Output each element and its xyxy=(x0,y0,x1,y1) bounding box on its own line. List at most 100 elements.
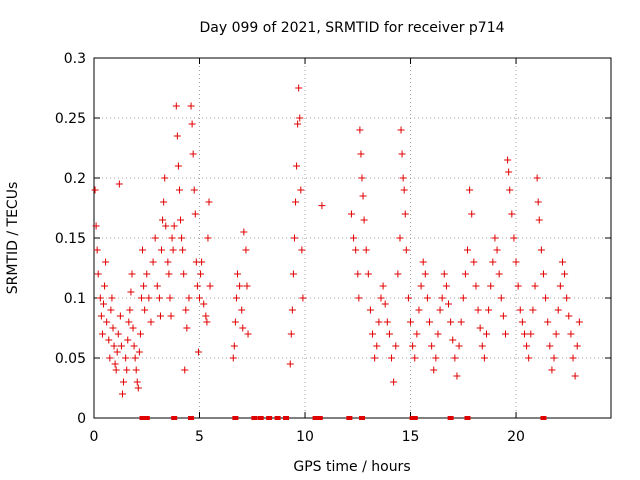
x-tick-label: 0 xyxy=(90,429,99,445)
data-point xyxy=(470,258,478,266)
data-point xyxy=(438,294,446,302)
data-point xyxy=(350,234,358,242)
data-point xyxy=(205,198,213,206)
data-point xyxy=(191,210,199,218)
data-point xyxy=(204,234,212,242)
data-point xyxy=(179,246,187,254)
axis-ticks: 0 0.05 0.1 0.15 0.2 0.25 0.3 0 5 10 15 20 xyxy=(55,51,611,445)
data-point xyxy=(421,270,429,278)
x-tick-label: 20 xyxy=(507,429,525,445)
data-point xyxy=(139,246,147,254)
data-point xyxy=(131,354,139,362)
data-point xyxy=(398,150,406,158)
data-point xyxy=(531,282,539,290)
data-point xyxy=(141,306,149,314)
data-point xyxy=(505,168,513,176)
data-point xyxy=(430,366,438,374)
data-point xyxy=(149,258,157,266)
data-point xyxy=(243,282,251,290)
data-point xyxy=(447,318,455,326)
data-point xyxy=(523,342,531,350)
data-point xyxy=(550,354,558,362)
data-point xyxy=(294,120,302,128)
data-point xyxy=(187,102,195,110)
data-point xyxy=(360,216,368,224)
data-point xyxy=(415,306,423,314)
data-point xyxy=(129,324,137,332)
data-point xyxy=(162,222,170,230)
data-point xyxy=(170,222,178,230)
data-point xyxy=(449,336,457,344)
data-point xyxy=(168,234,176,242)
data-point xyxy=(394,270,402,278)
data-point xyxy=(525,354,533,362)
data-point xyxy=(113,348,121,356)
data-point xyxy=(108,294,116,302)
data-point xyxy=(518,318,526,326)
data-point xyxy=(428,342,436,350)
data-points xyxy=(91,84,583,420)
data-point xyxy=(289,270,297,278)
x-tick-label: 5 xyxy=(195,429,204,445)
data-point xyxy=(298,246,306,254)
data-point xyxy=(140,282,148,290)
data-point xyxy=(539,270,547,278)
data-point xyxy=(158,246,166,254)
data-point xyxy=(151,234,159,242)
data-point xyxy=(165,270,173,278)
data-point xyxy=(115,180,123,188)
data-point xyxy=(194,348,202,356)
data-point xyxy=(520,330,528,338)
data-point xyxy=(401,210,409,218)
data-point xyxy=(183,324,191,332)
data-point xyxy=(464,246,472,254)
data-point xyxy=(97,312,105,320)
data-point xyxy=(111,360,119,368)
data-point xyxy=(355,294,363,302)
data-point xyxy=(124,336,132,344)
data-point xyxy=(153,282,161,290)
data-point xyxy=(476,324,484,332)
data-point xyxy=(238,306,246,314)
data-point xyxy=(534,198,542,206)
data-point xyxy=(128,270,136,278)
data-point xyxy=(288,306,296,314)
data-point xyxy=(180,270,188,278)
data-point xyxy=(91,186,99,194)
data-point xyxy=(242,246,250,254)
data-point xyxy=(385,330,393,338)
data-point xyxy=(457,318,465,326)
data-point xyxy=(99,300,107,308)
data-point xyxy=(112,366,120,374)
data-point xyxy=(472,282,480,290)
data-point xyxy=(527,330,535,338)
data-point xyxy=(573,342,581,350)
data-point xyxy=(143,270,151,278)
data-point xyxy=(198,258,206,266)
y-tick-label: 0.05 xyxy=(55,351,86,367)
data-point xyxy=(556,282,564,290)
data-point xyxy=(487,282,495,290)
data-point xyxy=(491,234,499,242)
data-point xyxy=(409,342,417,350)
data-point xyxy=(480,354,488,362)
data-point xyxy=(388,354,396,362)
data-point xyxy=(185,294,193,302)
data-point xyxy=(292,198,300,206)
data-point xyxy=(359,192,367,200)
data-point xyxy=(107,306,115,314)
data-point xyxy=(485,306,493,314)
data-point xyxy=(116,312,124,320)
data-point xyxy=(232,294,240,302)
data-point xyxy=(575,318,583,326)
data-point xyxy=(516,306,524,314)
data-point xyxy=(193,282,201,290)
data-point xyxy=(92,222,100,230)
data-point xyxy=(173,132,181,140)
data-point xyxy=(499,312,507,320)
data-point xyxy=(293,162,301,170)
data-point xyxy=(529,306,537,314)
data-point xyxy=(145,294,153,302)
data-point xyxy=(123,366,131,374)
chart-title: Day 099 of 2021, SRMTID for receiver p71… xyxy=(199,20,504,36)
